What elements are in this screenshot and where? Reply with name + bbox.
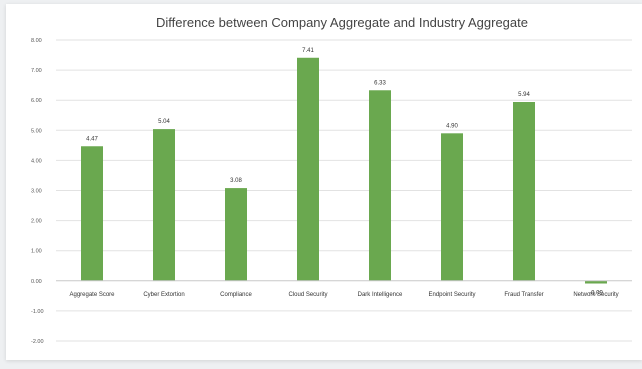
data-label: 6.33 bbox=[374, 80, 386, 86]
y-tick-label: -2.00 bbox=[31, 339, 44, 345]
bar bbox=[81, 146, 103, 281]
bar bbox=[297, 57, 319, 281]
y-tick-label: 4.00 bbox=[31, 158, 42, 164]
category-label: Dark Intelligence bbox=[358, 292, 403, 298]
y-tick-label: 8.00 bbox=[31, 38, 42, 44]
category-label: Cloud Security bbox=[288, 292, 327, 298]
data-label: 5.94 bbox=[518, 92, 530, 98]
category-label: Aggregate Score bbox=[69, 292, 115, 298]
category-label: Network Security bbox=[573, 292, 618, 298]
bar bbox=[369, 90, 391, 281]
y-tick-label: 5.00 bbox=[31, 128, 42, 134]
category-label: Endpoint Security bbox=[428, 292, 475, 298]
chart-title: Difference between Company Aggregate and… bbox=[156, 15, 528, 30]
y-tick-label: 3.00 bbox=[31, 189, 42, 195]
data-labels: 4.47 5.04 3.08 7.41 6.33 4.90 5.94 -0.09 bbox=[86, 48, 603, 297]
bar bbox=[153, 129, 175, 281]
chart-card bbox=[6, 4, 642, 360]
category-label: Compliance bbox=[220, 292, 252, 298]
y-axis-ticks: 8.00 7.00 6.00 5.00 4.00 3.00 2.00 1.00 0.00 -1.0… bbox=[31, 38, 44, 345]
y-tick-label: -1.00 bbox=[31, 309, 44, 315]
data-label: 7.41 bbox=[302, 48, 314, 54]
data-label: 4.90 bbox=[446, 123, 458, 129]
gridlines bbox=[56, 39, 632, 342]
bar bbox=[441, 133, 463, 281]
category-label: Cyber Extortion bbox=[143, 292, 184, 298]
bar bbox=[225, 188, 247, 281]
x-axis-categories: Aggregate Score Cyber Extortion Compliance… bbox=[69, 292, 618, 298]
data-label: 4.47 bbox=[86, 136, 98, 142]
data-label: -0.09 bbox=[589, 291, 603, 297]
y-tick-label: 0.00 bbox=[31, 279, 42, 285]
bars bbox=[81, 57, 607, 284]
category-label: Fraud Transfer bbox=[504, 292, 543, 298]
data-label: 3.08 bbox=[230, 178, 242, 184]
bar bbox=[513, 102, 535, 281]
y-tick-label: 6.00 bbox=[31, 98, 42, 104]
y-tick-label: 1.00 bbox=[31, 249, 42, 255]
y-tick-label: 2.00 bbox=[31, 219, 42, 225]
y-tick-label: 7.00 bbox=[31, 68, 42, 74]
data-label: 5.04 bbox=[158, 119, 170, 125]
bar bbox=[585, 280, 607, 284]
